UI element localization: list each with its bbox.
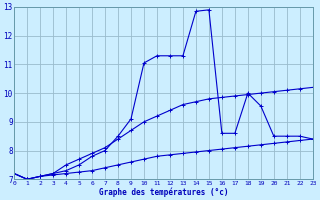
X-axis label: Graphe des températures (°c): Graphe des températures (°c) xyxy=(99,187,228,197)
